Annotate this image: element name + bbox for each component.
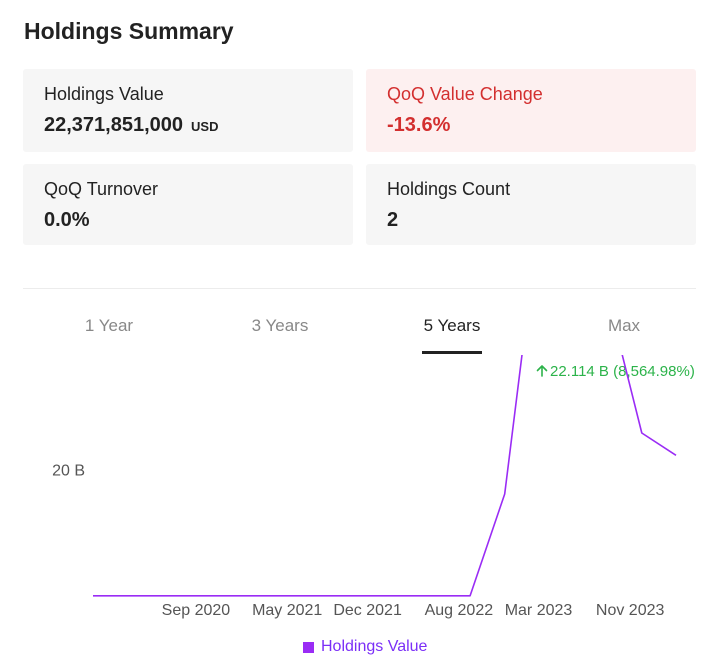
y-axis: 60 B40 B20 B [52,463,85,480]
tab-5-years[interactable]: 5 Years [423,316,481,335]
holdings-value-number: 22,371,851,000 [44,114,184,136]
change-indicator: 22.114 B (8,564.98%) [536,363,695,380]
y-tick-label: 20 B [52,463,85,480]
arrow-up-icon [536,365,548,377]
x-tick-label: Sep 2020 [162,602,231,619]
x-axis: Sep 2020 May 2021 Dec 2021 Aug 2022 Mar 2023… [162,602,665,619]
holdings-count-card: Holdings Count 2 [366,164,696,245]
tab-3-years[interactable]: 3 Years [251,316,309,335]
x-tick-label: Mar 2023 [505,602,573,619]
legend-swatch [303,641,314,653]
x-tick-label: May 2021 [252,602,322,619]
holdings-value-amount: 22,371,851,000 USD [44,114,218,137]
holdings-count-amount: 2 [387,209,399,231]
page-title: Holdings Summary [24,18,234,44]
active-tab-indicator [422,351,482,354]
qoq-turnover-card: QoQ Turnover 0.0% [23,164,353,245]
change-label: 22.114 B (8,564.98%) [550,363,695,380]
holdings-value-unit: USD [191,119,219,134]
qoq-turnover-amount: 0.0% [44,209,90,231]
chart-legend[interactable]: Holdings Value [303,638,427,656]
x-tick-label: Dec 2021 [333,602,402,619]
x-tick-label: Aug 2022 [425,602,494,619]
qoq-value-change-label: QoQ Value Change [387,84,543,104]
tab-1-year[interactable]: 1 Year [84,316,134,335]
holdings-value-line [93,355,677,597]
x-tick-label: Nov 2023 [596,602,665,619]
qoq-value-change-card: QoQ Value Change -13.6% [366,69,696,152]
holdings-value-card: Holdings Value 22,371,851,000 USD [23,69,353,152]
qoq-turnover-label: QoQ Turnover [44,179,159,199]
section-divider [23,288,696,289]
tab-max[interactable]: Max [607,316,641,335]
holdings-count-label: Holdings Count [387,179,511,199]
legend-label: Holdings Value [321,638,428,655]
holdings-value-chart: 22.114 B (8,564.98%) 60 B40 B20 B Sep 20… [52,355,695,619]
holdings-value-label: Holdings Value [44,84,164,104]
qoq-value-change-amount: -13.6% [387,114,451,136]
